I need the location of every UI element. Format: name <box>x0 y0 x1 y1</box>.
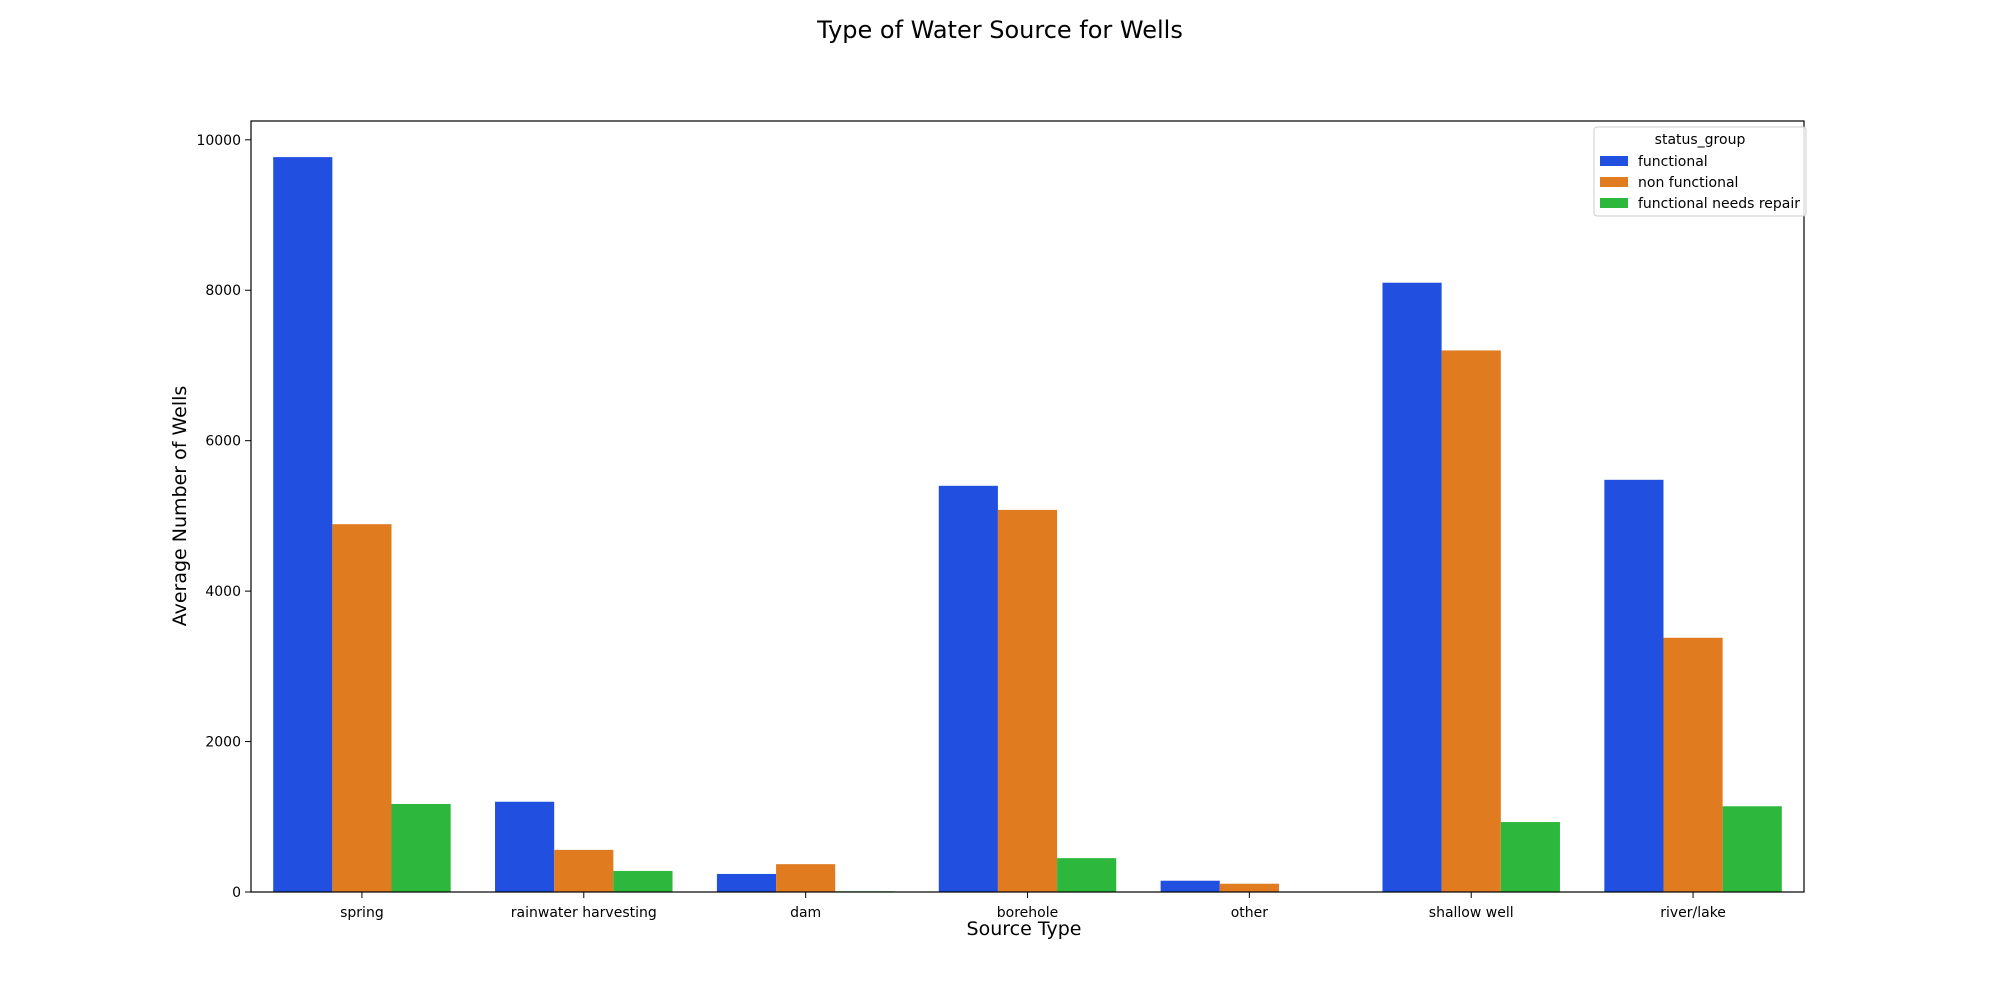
legend-label-non-functional: non functional <box>1638 175 1738 191</box>
bar-functional-needs-repair-river-lake <box>1722 806 1782 892</box>
axes-group: spring rainwater harvesting dam borehole oth… <box>196 120 1805 921</box>
bar-functional-needs-repair-shallow-well <box>1500 822 1560 892</box>
y-tick-label: 8000 <box>205 283 241 299</box>
legend-frame <box>1593 126 1807 217</box>
legend: status_group functional non functional func… <box>1593 126 1807 217</box>
x-axis-title: Source Type <box>967 918 1082 940</box>
legend-swatch-non-functional <box>1600 177 1628 187</box>
chart-title: Type of Water Source for Wells <box>816 16 1183 44</box>
bar-non-functional-borehole <box>997 509 1058 892</box>
x-tick-label: spring <box>340 905 384 921</box>
y-tick-label: 2000 <box>205 735 241 751</box>
bar-non-functional-shallow-well <box>1441 350 1501 892</box>
bar-non-functional-dam <box>776 864 836 892</box>
bar-functional-shallow-well <box>1382 282 1442 893</box>
bar-non-functional-rainwater-harvesting <box>554 849 614 892</box>
bar-functional-dam <box>716 873 777 892</box>
bar-functional-rainwater-harvesting <box>495 801 555 892</box>
legend-label-functional-needs-repair: functional needs repair <box>1638 196 1800 212</box>
bar-functional-river-lake <box>1604 479 1664 892</box>
bar-non-functional-spring <box>332 524 392 892</box>
plot-frame <box>250 120 1805 893</box>
x-tick-label: borehole <box>997 905 1058 921</box>
y-tick-label: 0 <box>232 885 241 901</box>
legend-title: status_group <box>1655 132 1746 148</box>
x-tick-label: river/lake <box>1660 905 1726 921</box>
bar-functional-needs-repair-rainwater-harvesting <box>613 870 673 892</box>
bars-group <box>273 157 1782 893</box>
bar-functional-spring <box>273 157 333 893</box>
bar-non-functional-other <box>1219 883 1279 892</box>
x-tick-label: other <box>1231 905 1269 921</box>
x-tick-label: dam <box>790 905 821 921</box>
y-axis-title: Average Number of Wells <box>169 386 191 627</box>
y-tick-label: 10000 <box>196 133 241 149</box>
bar-functional-other <box>1160 880 1220 892</box>
legend-swatch-functional <box>1600 156 1628 166</box>
bar-non-functional-river-lake <box>1663 637 1723 892</box>
bar-functional-borehole <box>938 485 998 892</box>
y-tick-label: 6000 <box>205 434 241 450</box>
legend-label-functional: functional <box>1638 154 1708 170</box>
bar-functional-needs-repair-spring <box>391 803 451 892</box>
x-tick-label: rainwater harvesting <box>511 905 657 921</box>
y-tick-label: 4000 <box>205 584 241 600</box>
bar-functional-needs-repair-borehole <box>1057 858 1117 892</box>
legend-swatch-functional-needs-repair <box>1600 198 1628 208</box>
x-tick-label: shallow well <box>1429 905 1514 921</box>
